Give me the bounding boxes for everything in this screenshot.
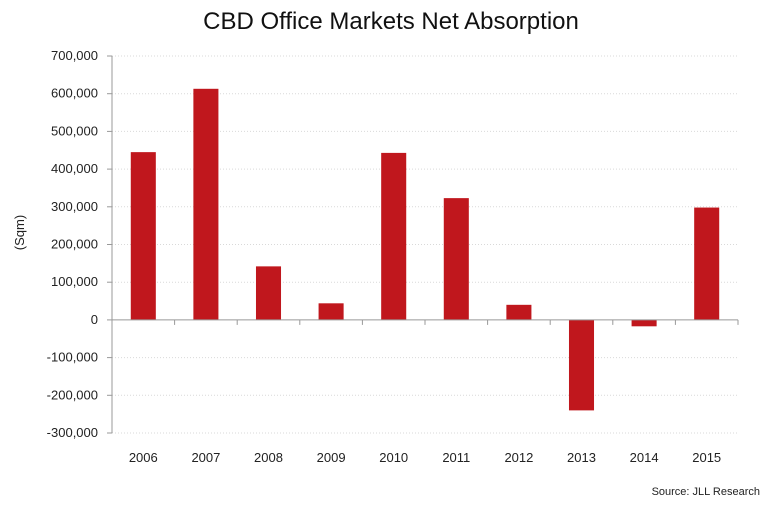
y-tick-label: 300,000 bbox=[51, 199, 98, 214]
y-tick-label: -100,000 bbox=[47, 350, 98, 365]
x-tick-label: 2015 bbox=[692, 450, 721, 465]
bar-2013 bbox=[568, 319, 595, 411]
y-tick-label: 200,000 bbox=[51, 237, 98, 252]
x-tick-label: 2007 bbox=[191, 450, 220, 465]
y-tick-label: 400,000 bbox=[51, 161, 98, 176]
x-tick-label: 2012 bbox=[504, 450, 533, 465]
bar-2010 bbox=[381, 152, 407, 320]
y-tick-label: 700,000 bbox=[51, 48, 98, 63]
y-tick-label: -300,000 bbox=[47, 425, 98, 440]
bar-2011 bbox=[443, 198, 469, 320]
y-tick-label: 600,000 bbox=[51, 86, 98, 101]
y-tick-label: 500,000 bbox=[51, 123, 98, 138]
bars bbox=[130, 88, 720, 411]
bar-2015 bbox=[694, 207, 720, 320]
y-tick-label: 0 bbox=[91, 312, 98, 327]
y-tick-label: -200,000 bbox=[47, 387, 98, 402]
source-note: Source: JLL Research bbox=[651, 486, 760, 498]
bar-2006 bbox=[130, 152, 156, 320]
x-tick-label: 2009 bbox=[317, 450, 346, 465]
y-tick-label: 100,000 bbox=[51, 274, 98, 289]
x-tick-label: 2014 bbox=[630, 450, 659, 465]
bar-2014 bbox=[631, 319, 657, 327]
axes bbox=[107, 55, 739, 434]
x-tick-label: 2008 bbox=[254, 450, 283, 465]
x-tick-label: 2010 bbox=[379, 450, 408, 465]
bar-2012 bbox=[506, 304, 532, 320]
bar-2007 bbox=[193, 88, 219, 320]
bar-2009 bbox=[318, 303, 344, 320]
gridlines bbox=[112, 55, 738, 434]
tick-labels: 700,000 600,000 500,000 400,000 300,000 200,0… bbox=[12, 48, 721, 465]
bar-2008 bbox=[255, 266, 282, 320]
x-tick-label: 2011 bbox=[442, 450, 470, 465]
x-tick-label: 2013 bbox=[567, 450, 596, 465]
chart-title: CBD Office Markets Net Absorption bbox=[203, 8, 579, 35]
y-axis-title: (Sqm) bbox=[12, 215, 27, 250]
x-tick-label: 2006 bbox=[129, 450, 158, 465]
